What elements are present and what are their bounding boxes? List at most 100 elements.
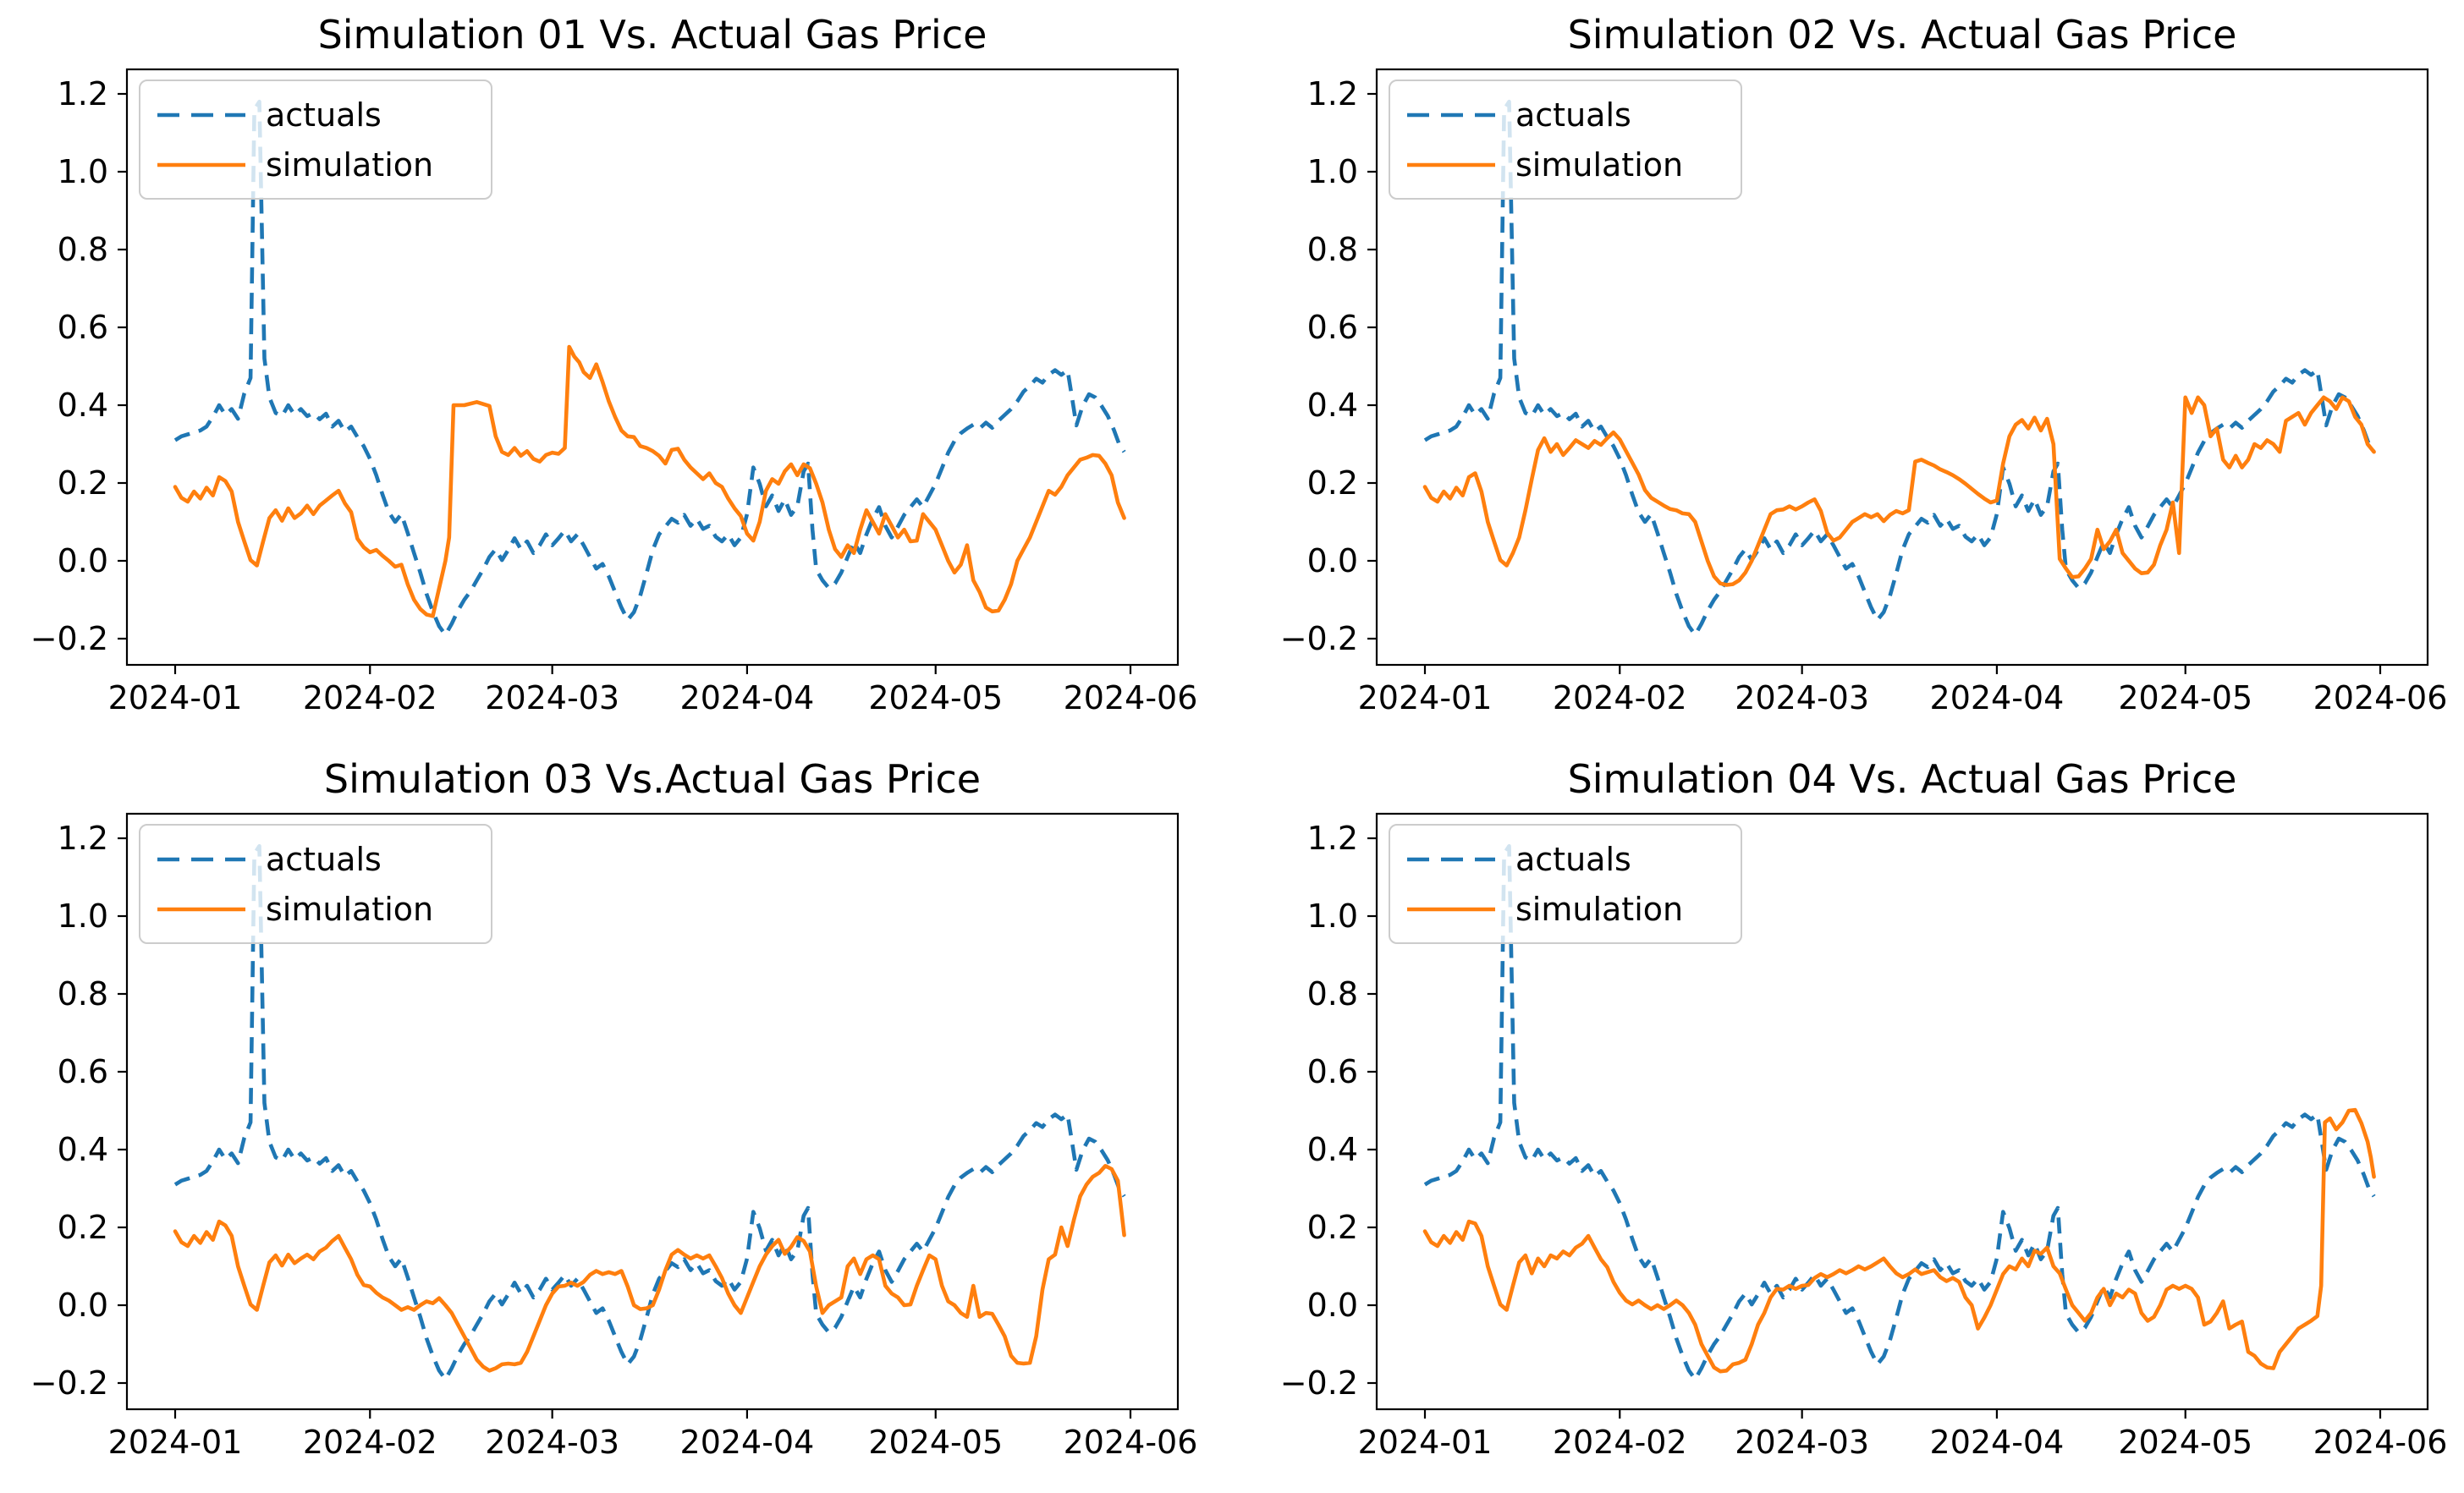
- axes-frame: [1375, 812, 2429, 1411]
- legend-row-simulation: simulation: [156, 893, 476, 925]
- x-tick-label: 2024-06: [1064, 679, 1198, 716]
- subplot-simulation-03: 1.2 1.0 0.8 0.6 0.4 0.2 0.0 −0.2 2024-01 2024-02 2…: [0, 744, 1232, 1490]
- y-tick-label: 0.8: [58, 231, 108, 268]
- subplot-simulation-04: 1.2 1.0 0.8 0.6 0.4 0.2 0.0 −0.2 2024-01 2024-02 2…: [1250, 744, 2464, 1490]
- y-tick-label: 0.2: [1307, 1209, 1358, 1246]
- x-tick-label: 2024-01: [1358, 679, 1493, 716]
- legend-row-actuals: actuals: [156, 99, 476, 131]
- y-tick-label: 0.4: [58, 387, 108, 424]
- x-tick-label: 2024-01: [108, 1424, 243, 1461]
- y-tick-label: 0.0: [58, 1287, 108, 1324]
- y-tick-label: 0.4: [1307, 387, 1358, 424]
- y-tick-label: 1.0: [58, 153, 108, 190]
- simulation-line: [1422, 395, 2376, 587]
- x-tick-label: 2024-02: [303, 679, 437, 716]
- actuals-line-sample-icon: [157, 857, 245, 861]
- simulation-line-sample-icon: [1407, 162, 1495, 167]
- y-tick-label: 0.2: [1307, 464, 1358, 502]
- simulation-line-sample-icon: [157, 907, 245, 911]
- y-tick-label: 0.6: [58, 309, 108, 346]
- actuals-line: [1423, 843, 2376, 1381]
- x-tick-label: 2024-02: [303, 1424, 437, 1461]
- y-tick-label: 0.8: [58, 975, 108, 1013]
- actuals-line: [173, 843, 1126, 1381]
- legend-row-simulation: simulation: [1405, 149, 1725, 181]
- x-tick-label: 2024-02: [1553, 679, 1687, 716]
- x-tick-label: 2024-03: [485, 679, 619, 716]
- y-tick-label: 1.2: [1307, 820, 1358, 857]
- plot-title-simulation-03: Simulation 03 Vs.Actual Gas Price: [323, 756, 982, 802]
- plot-title-simulation-01: Simulation 01 Vs. Actual Gas Price: [317, 12, 987, 58]
- legend-label-simulation: simulation: [266, 890, 434, 928]
- y-tick-label: −0.2: [30, 1364, 108, 1402]
- x-tick-label: 2024-05: [2118, 1424, 2252, 1461]
- x-tick-label: 2024-01: [1358, 1424, 1493, 1461]
- simulation-line-sample-icon: [157, 162, 245, 167]
- y-tick-label: 0.8: [1307, 231, 1358, 268]
- x-tick-label: 2024-03: [485, 1424, 619, 1461]
- actuals-line-sample-icon: [157, 113, 245, 117]
- legend-row-actuals: actuals: [1405, 843, 1725, 875]
- x-tick-label: 2024-03: [1735, 1424, 1869, 1461]
- x-tick-label: 2024-06: [1064, 1424, 1198, 1461]
- y-tick-label: −0.2: [30, 620, 108, 657]
- axes-frame: [125, 68, 1180, 667]
- y-tick-label: 0.0: [1307, 542, 1358, 579]
- simulation-line: [173, 1164, 1126, 1373]
- x-tick-label: 2024-04: [680, 679, 815, 716]
- x-tick-label: 2024-06: [2313, 1424, 2448, 1461]
- legend-label-actuals: actuals: [266, 96, 382, 134]
- x-tick-label: 2024-05: [2118, 679, 2252, 716]
- actuals-line-sample-icon: [1407, 857, 1495, 861]
- x-tick-label: 2024-05: [868, 679, 1003, 716]
- legend-simulation-01: actuals simulation: [139, 80, 492, 200]
- simulation-line: [173, 344, 1126, 618]
- plot-title-simulation-02: Simulation 02 Vs. Actual Gas Price: [1567, 12, 2237, 58]
- x-tick-label: 2024-04: [680, 1424, 815, 1461]
- axes-frame: [1375, 68, 2429, 667]
- legend-label-simulation: simulation: [1515, 890, 1684, 928]
- y-tick-label: 0.8: [1307, 975, 1358, 1013]
- x-tick-label: 2024-01: [108, 679, 243, 716]
- x-tick-label: 2024-06: [2313, 679, 2448, 716]
- subplot-simulation-01: 1.2 1.0 0.8 0.6 0.4 0.2 0.0 −0.2 2024-01 2024-02 2…: [0, 0, 1232, 746]
- y-tick-label: −0.2: [1280, 1364, 1358, 1402]
- y-tick-label: −0.2: [1280, 620, 1358, 657]
- legend-label-actuals: actuals: [1515, 96, 1631, 134]
- x-tick-label: 2024-03: [1735, 679, 1869, 716]
- y-tick-label: 0.6: [1307, 309, 1358, 346]
- legend-simulation-02: actuals simulation: [1389, 80, 1742, 200]
- legend-row-simulation: simulation: [156, 149, 476, 181]
- actuals-line: [1423, 99, 2376, 637]
- legend-label-simulation: simulation: [1515, 145, 1684, 184]
- actuals-line-sample-icon: [1407, 113, 1495, 117]
- axes-frame: [125, 812, 1180, 1411]
- y-tick-label: 0.2: [58, 1209, 108, 1246]
- y-tick-label: 0.0: [58, 542, 108, 579]
- y-tick-label: 1.2: [58, 75, 108, 113]
- simulation-line: [1422, 1107, 2376, 1374]
- legend-simulation-03: actuals simulation: [139, 824, 492, 944]
- subplot-simulation-02: 1.2 1.0 0.8 0.6 0.4 0.2 0.0 −0.2 2024-01 2024-02 2…: [1250, 0, 2464, 746]
- actuals-line: [173, 99, 1126, 637]
- legend-label-simulation: simulation: [266, 145, 434, 184]
- y-tick-label: 0.2: [58, 464, 108, 502]
- legend-label-actuals: actuals: [266, 840, 382, 878]
- legend-label-actuals: actuals: [1515, 840, 1631, 878]
- legend-simulation-04: actuals simulation: [1389, 824, 1742, 944]
- x-tick-label: 2024-02: [1553, 1424, 1687, 1461]
- y-tick-label: 0.4: [1307, 1131, 1358, 1168]
- simulation-line-sample-icon: [1407, 907, 1495, 911]
- y-tick-label: 0.4: [58, 1131, 108, 1168]
- x-tick-label: 2024-04: [1930, 1424, 2065, 1461]
- y-tick-label: 1.0: [1307, 897, 1358, 935]
- y-tick-label: 0.6: [1307, 1053, 1358, 1090]
- y-tick-label: 1.0: [58, 897, 108, 935]
- y-tick-label: 1.2: [58, 820, 108, 857]
- plot-title-simulation-04: Simulation 04 Vs. Actual Gas Price: [1567, 756, 2237, 802]
- legend-row-actuals: actuals: [156, 843, 476, 875]
